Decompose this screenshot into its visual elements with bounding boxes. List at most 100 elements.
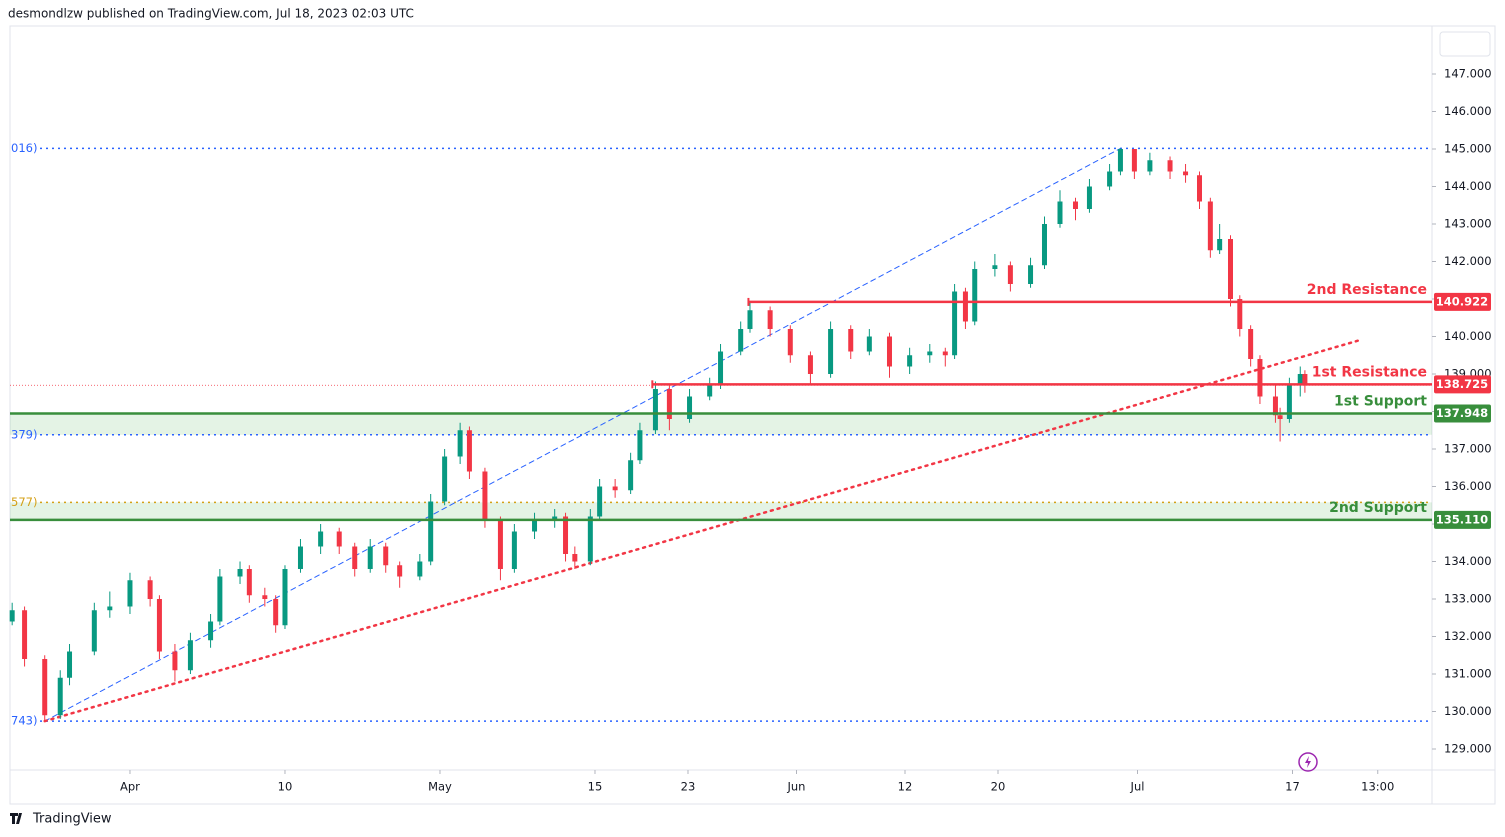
plot-area: [9, 147, 1432, 723]
candle-body: [1227, 239, 1233, 299]
price-tag: [1434, 510, 1491, 529]
candle-body: [1117, 149, 1123, 172]
candle-body: [127, 580, 133, 607]
candle-body: [457, 430, 463, 457]
candle-body: [552, 516, 558, 521]
level-label: 2nd Support: [1329, 500, 1427, 516]
candle-body: [246, 569, 252, 596]
y-tick-label: 147.000: [1444, 67, 1492, 81]
candle-body: [962, 291, 968, 322]
candle-body: [336, 531, 342, 547]
brand-logo: TradingView: [10, 812, 112, 827]
candle-body: [187, 640, 193, 671]
fib-label: 743): [11, 714, 37, 728]
candle-body: [1248, 329, 1254, 359]
x-tick-label: Jul: [1130, 780, 1145, 794]
support-zone: [10, 413, 1432, 435]
candle-body: [637, 430, 643, 461]
candle-body: [9, 610, 15, 622]
candle-body: [217, 576, 223, 622]
candle-body: [297, 546, 303, 569]
candle-body: [942, 351, 948, 356]
candle-body: [1167, 160, 1173, 172]
candle-body: [807, 355, 813, 374]
candle-body: [992, 265, 998, 269]
price-tag: [1434, 292, 1491, 311]
candle-body: [572, 554, 578, 562]
candle-body: [107, 606, 113, 611]
candle-body: [57, 677, 63, 716]
candle-body: [972, 269, 978, 322]
price-tag-label: 137.948: [1436, 406, 1488, 420]
candle-body: [282, 569, 288, 626]
candle-body: [1297, 374, 1303, 386]
y-tick-label: 131.000: [1444, 667, 1492, 681]
candle-body: [383, 546, 389, 566]
y-tick-label: 130.000: [1444, 704, 1492, 718]
x-tick-label: 10: [278, 780, 293, 794]
candle-body: [563, 516, 569, 554]
candle-body: [1207, 201, 1213, 251]
candle-body: [1131, 149, 1137, 172]
candle-body: [1086, 186, 1092, 209]
candle-body: [707, 385, 713, 397]
toolbar-box: [1439, 31, 1491, 57]
candle-body: [482, 471, 488, 521]
candle-body: [1196, 175, 1202, 202]
fib-label: 379): [11, 427, 37, 441]
candle-body: [628, 460, 634, 491]
candle-body: [747, 310, 753, 329]
candle-body: [597, 486, 603, 517]
candle-body: [1107, 171, 1113, 187]
candle-body: [652, 389, 658, 431]
candle-body: [428, 501, 434, 562]
x-tick-label: 20: [991, 780, 1006, 794]
y-tick-label: 143.000: [1444, 217, 1492, 231]
candle-body: [318, 531, 324, 547]
candle-body: [91, 610, 97, 652]
x-tick-label: Apr: [120, 780, 140, 794]
price-tag-label: 135.110: [1436, 512, 1488, 526]
price-tag-label: 140.922: [1436, 294, 1488, 308]
y-tick-label: 137.000: [1444, 442, 1492, 456]
x-tick-label: 13:00: [1361, 780, 1394, 794]
y-tick-label: 146.000: [1444, 104, 1492, 118]
price-tag: [1434, 404, 1491, 423]
x-tick-label: 23: [681, 780, 696, 794]
candle-body: [156, 599, 162, 652]
x-tick-label: Jun: [787, 780, 806, 794]
candle-body: [1057, 201, 1063, 224]
candle-body: [666, 389, 672, 419]
y-tick-label: 134.000: [1444, 554, 1492, 568]
x-tick-label: 17: [1285, 780, 1300, 794]
candle-body: [886, 336, 892, 367]
frame: [9, 25, 1496, 805]
candle-body: [1272, 396, 1278, 416]
y-tick-label: 142.000: [1444, 254, 1492, 268]
support-zone: [10, 502, 1432, 520]
candle-body: [1041, 224, 1047, 266]
y-tick-label: 144.000: [1444, 179, 1492, 193]
candle-body: [397, 565, 403, 577]
candle-body: [787, 329, 793, 356]
y-tick-label: 133.000: [1444, 592, 1492, 606]
y-tick-label: 129.000: [1444, 742, 1492, 756]
candle-body: [532, 520, 538, 532]
lightning-icon: [1298, 752, 1318, 772]
x-tick-label: 12: [898, 780, 913, 794]
candle-body: [237, 569, 243, 577]
price-tag-label: 138.725: [1436, 377, 1488, 391]
candle-body: [22, 610, 28, 659]
y-tick-label: 145.000: [1444, 142, 1492, 156]
candle-body: [587, 516, 593, 562]
candle-body: [1237, 299, 1243, 329]
y-tick-label: 136.000: [1444, 479, 1492, 493]
candle-body: [1217, 239, 1223, 251]
trendline: [43, 338, 1362, 723]
price-tag: [1434, 375, 1491, 394]
candle-body: [273, 599, 279, 626]
fib-label: 577): [11, 495, 37, 509]
candle-body: [262, 595, 268, 599]
candle-body: [767, 310, 773, 329]
